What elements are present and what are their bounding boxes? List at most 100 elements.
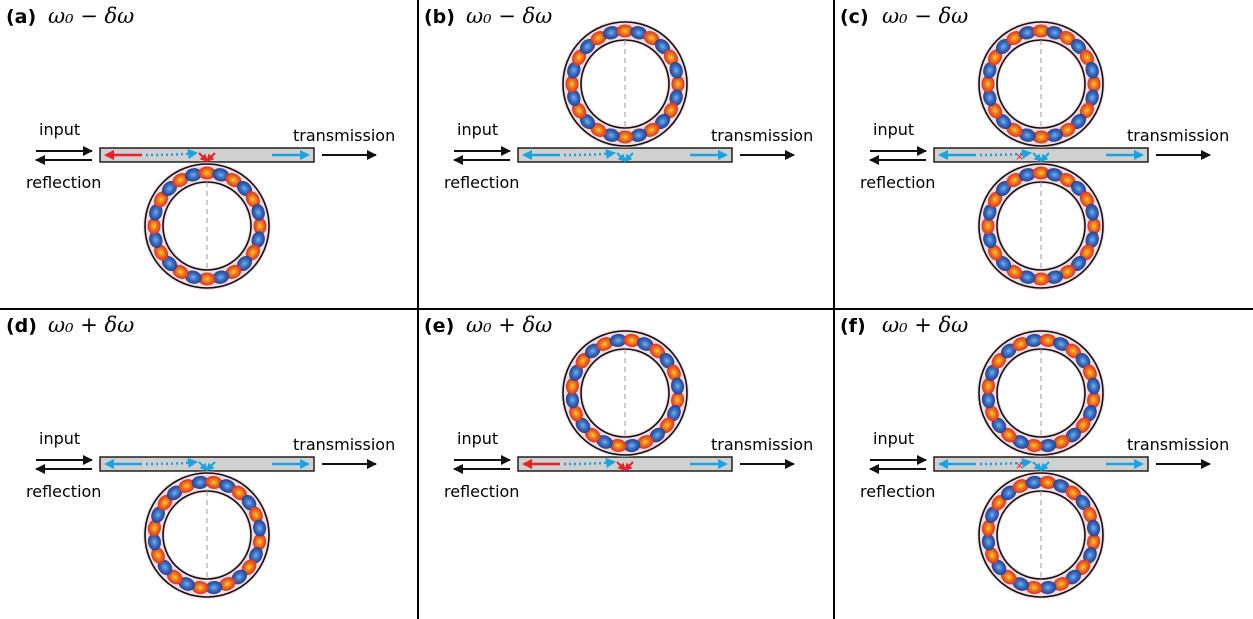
mode-lobe-cool [1039,581,1057,595]
panel-label: (c) [840,6,869,28]
mode-lobe-warm [245,244,260,261]
transmission-label: transmission [1127,435,1229,454]
coupling-arrows [198,152,216,163]
mode-lobe-warm [1000,427,1017,443]
mode-lobe-cool [1085,231,1099,249]
mode-lobe-cool [251,203,265,221]
mode-lobe-cool [667,405,681,422]
mode-lobe-warm [609,439,627,453]
mode-lobe-cool [236,255,253,272]
ring-resonator-bottom [977,162,1105,290]
mode-lobe-cool [1046,128,1064,142]
coupling-arrow-right [1039,461,1050,472]
mode-lobe-warm [1032,166,1050,180]
coupling-arrow-right [1039,152,1050,163]
ring-outer-wall [144,472,270,598]
mode-lobe-cool [1070,113,1087,130]
mode-lobe-cool [637,337,654,351]
mode-lobe-cool [567,89,581,107]
coupling-path [563,149,616,159]
ring-outer-wall [978,163,1104,289]
mode-lobe-cool [1085,203,1099,221]
mode-lobe-cool [596,435,613,449]
input-label: input [39,120,80,139]
mode-lobe-warm [1039,333,1057,347]
panel-label: (d) [6,315,37,337]
mode-lobe-cool [995,113,1012,130]
ring-resonator-top [561,20,689,148]
mode-lobe-cool [212,168,230,182]
mode-lobe-warm [225,264,242,279]
mode-lobe-warm [1065,485,1082,501]
cross-marker: × [1015,150,1024,163]
panel-f: (f) ω₀ + δω input reflection transmission × [840,313,1229,599]
mode-lobe-cool [219,479,236,493]
mode-lobe-cool [1046,270,1064,284]
mode-lobe-warm [249,506,263,523]
coupling-arrows [1032,152,1050,163]
mode-lobe-cool [630,26,648,40]
mode-lobe-warm [1025,439,1043,453]
mode-lobe-warm [671,391,685,409]
mode-lobe-warm [985,547,999,564]
mode-lobe-warm [988,191,1003,208]
frequency-label: ω₀ − δω [882,4,968,28]
mode-lobe-cool [579,113,596,130]
mode-lobe-cool [236,180,253,197]
mode-lobe-warm [253,533,267,551]
ring-outer-wall [144,163,270,289]
mode-lobe-warm [1006,264,1023,279]
mode-lobe-warm [671,75,685,93]
mode-lobe-warm [1006,173,1023,188]
panel-label: (b) [424,6,455,28]
frequency-label: ω₀ − δω [466,4,552,28]
mode-lobe-cool [1000,485,1017,501]
mode-lobe-cool [602,128,620,142]
mode-lobe-cool [1046,26,1064,40]
mode-lobe-warm [1083,364,1097,381]
mode-lobe-warm [623,333,641,347]
mode-lobe-cool [161,255,178,272]
mode-lobe-cool [212,270,230,284]
mode-lobe-warm [147,217,161,235]
panel-b: (b) ω₀ − δω input reflection transmission [424,4,813,192]
mode-lobe-warm [616,24,634,38]
mode-lobe-warm [643,31,660,46]
mode-lobe-warm [1075,559,1091,576]
coupling-arrow-right [623,152,634,163]
mode-lobe-cool [157,559,173,576]
mode-lobe-cool [191,475,209,489]
mode-lobe-cool [1012,435,1029,449]
ring-resonator-bottom [977,471,1105,599]
mode-lobe-cool [669,61,683,79]
mode-lobe-cool [1000,343,1017,359]
mode-lobe-warm [981,377,995,395]
ring-outer-wall [978,472,1104,598]
mode-lobe-warm [1079,244,1094,261]
coupling-arrows [616,461,634,472]
mode-lobe-cool [1075,494,1091,511]
mode-lobe-cool [1083,547,1097,564]
transmission-label: transmission [293,126,395,145]
coupling-arrow-right [623,461,634,472]
mode-lobe-cool [1075,352,1091,369]
coupling-arrow-left [198,461,209,472]
mode-lobe-cool [1012,577,1029,591]
mode-lobe-cool [251,231,265,249]
frequency-label: ω₀ + δω [882,313,968,337]
mode-lobe-cool [985,506,999,523]
mode-lobe-warm [1032,272,1050,286]
mode-lobe-warm [1087,75,1101,93]
mode-lobe-cool [149,203,163,221]
mode-lobe-cool [253,519,267,537]
ring-outer-wall [562,21,688,147]
coupling-arrows [198,461,216,472]
mode-lobe-cool [567,61,581,79]
mode-lobe-cool [1087,377,1101,395]
input-label: input [457,429,498,448]
mode-lobe-cool [1018,26,1036,40]
mode-lobe-cool [184,168,202,182]
mode-lobe-warm [988,244,1003,261]
mode-lobe-warm [1012,337,1029,351]
mode-lobe-warm [1079,49,1094,66]
